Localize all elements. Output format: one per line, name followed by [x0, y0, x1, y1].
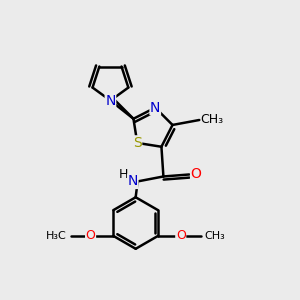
Text: N: N: [128, 174, 138, 188]
Text: H: H: [119, 168, 128, 181]
Text: H₃C: H₃C: [46, 231, 67, 241]
Text: O: O: [85, 230, 95, 242]
Text: CH₃: CH₃: [205, 231, 225, 241]
Text: N: N: [105, 94, 116, 108]
Text: O: O: [191, 167, 202, 182]
Text: S: S: [133, 136, 142, 150]
Text: CH₃: CH₃: [200, 113, 224, 127]
Text: N: N: [150, 101, 160, 115]
Text: O: O: [176, 230, 186, 242]
